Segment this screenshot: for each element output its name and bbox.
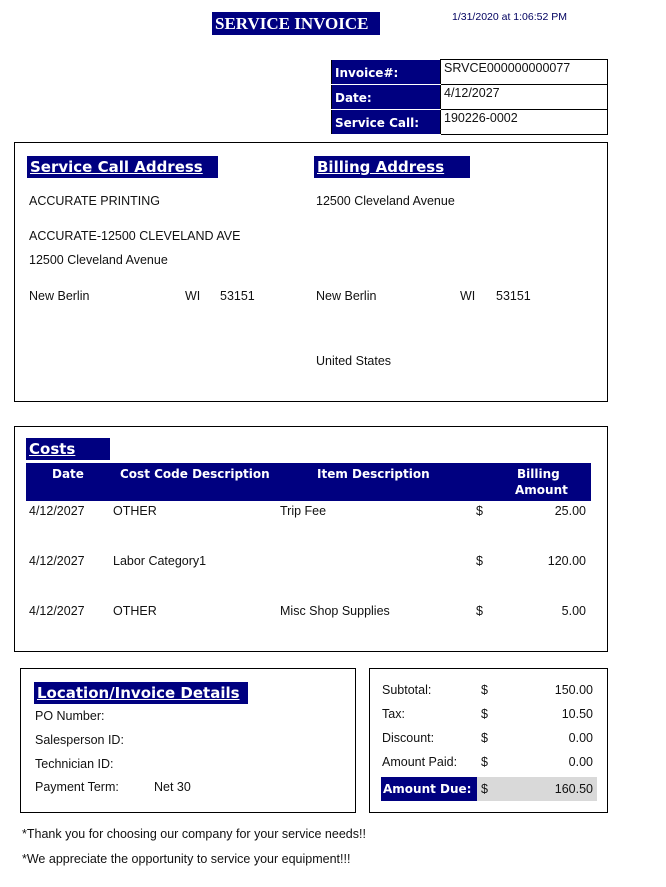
total-value: 0.00 [568, 755, 593, 769]
service-zip: 53151 [220, 289, 255, 303]
cost-code: OTHER [113, 604, 157, 618]
totals-section: Subtotal: $ 150.00 Tax: $ 10.50 Discount: … [369, 668, 608, 813]
service-line2: 12500 Cleveland Avenue [29, 253, 168, 267]
salesperson-label: Salesperson ID: [35, 733, 124, 747]
technician-label: Technician ID: [35, 757, 114, 771]
invoice-number-row: Invoice#: SRVCE000000000077 [331, 59, 608, 85]
costs-heading: Costs [26, 438, 110, 460]
total-currency: $ [481, 683, 488, 697]
total-label: Amount Due: [383, 782, 472, 796]
cost-item: Trip Fee [280, 504, 327, 518]
service-call-row: Service Call: 190226-0002 [331, 109, 608, 135]
footer-note: *Thank you for choosing our company for … [22, 827, 366, 841]
address-section: Service Call Address ACCURATE PRINTING A… [14, 142, 608, 402]
service-state: WI [185, 289, 201, 303]
total-currency: $ [481, 707, 488, 721]
col-amount: Amount [515, 483, 568, 497]
invoice-date-row: Date: 4/12/2027 [331, 84, 608, 110]
cost-date: 4/12/2027 [29, 504, 85, 518]
col-date: Date [52, 467, 84, 481]
invoice-number: SRVCE000000000077 [440, 59, 608, 85]
service-line1: ACCURATE-12500 CLEVELAND AVE [29, 229, 241, 243]
billing-city: New Berlin [316, 289, 377, 303]
label: Invoice#: [331, 59, 441, 85]
cost-cur: $ [476, 554, 483, 568]
cost-amount: 25.00 [554, 504, 586, 518]
invoice-title: SERVICE INVOICE [212, 12, 380, 35]
cost-amount: 5.00 [561, 604, 586, 618]
invoice-info-table: Invoice#: SRVCE000000000077 Date: 4/12/202… [331, 59, 608, 135]
total-label: Subtotal: [382, 683, 432, 697]
col-item: Item Description [317, 467, 430, 481]
label: Service Call: [331, 109, 441, 135]
cost-cur: $ [476, 504, 483, 518]
total-value: 150.00 [554, 683, 593, 697]
amount-due-label-bg [381, 777, 477, 801]
col-cost-code: Cost Code Description [120, 467, 270, 481]
po-number-label: PO Number: [35, 709, 105, 723]
billing-zip: 53151 [496, 289, 531, 303]
details-section: Location/Invoice Details PO Number: Sale… [20, 668, 356, 813]
billing-state: WI [460, 289, 476, 303]
details-heading: Location/Invoice Details [34, 682, 248, 704]
billing-country: United States [316, 354, 392, 368]
costs-header-row: Date Cost Code Description Item Descript… [26, 463, 591, 501]
billing-address-heading: Billing Address [314, 156, 470, 178]
col-billing: Billing [517, 467, 560, 481]
cost-code: Labor Category1 [113, 554, 207, 568]
print-timestamp: 1/31/2020 at 1:06:52 PM [452, 11, 568, 23]
service-city: New Berlin [29, 289, 90, 303]
payment-term-value: Net 30 [154, 780, 191, 794]
cost-date: 4/12/2027 [29, 554, 85, 568]
total-currency: $ [481, 782, 488, 796]
total-value: 160.50 [554, 782, 593, 796]
billing-line1: 12500 Cleveland Avenue [316, 194, 455, 208]
total-value: 10.50 [561, 707, 593, 721]
payment-term-label: Payment Term: [35, 780, 119, 794]
cost-code: OTHER [113, 504, 157, 518]
total-label: Discount: [382, 731, 435, 745]
total-currency: $ [481, 755, 488, 769]
invoice-date: 4/12/2027 [440, 84, 608, 110]
total-label: Tax: [382, 707, 405, 721]
service-address-heading: Service Call Address [27, 156, 218, 178]
service-name: ACCURATE PRINTING [29, 194, 161, 208]
cost-date: 4/12/2027 [29, 604, 85, 618]
total-currency: $ [481, 731, 488, 745]
service-call-number: 190226-0002 [440, 109, 608, 135]
label: Date: [331, 84, 441, 110]
cost-item: Misc Shop Supplies [280, 604, 390, 618]
cost-cur: $ [476, 604, 483, 618]
costs-section: Costs Date Cost Code Description Item De… [14, 426, 608, 652]
footer-note: *We appreciate the opportunity to servic… [22, 852, 351, 866]
total-label: Amount Paid: [382, 755, 458, 769]
cost-amount: 120.00 [547, 554, 586, 568]
total-value: 0.00 [568, 731, 593, 745]
